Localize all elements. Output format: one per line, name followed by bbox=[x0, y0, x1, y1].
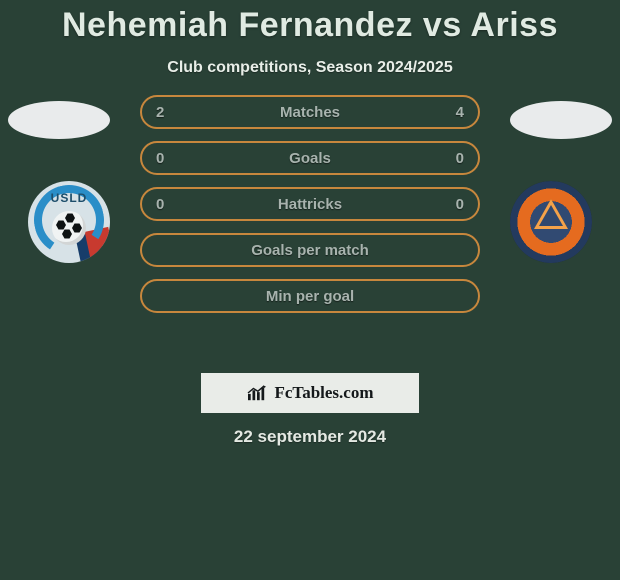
stat-label: Matches bbox=[142, 104, 478, 121]
stat-row: 0Hattricks0 bbox=[140, 187, 480, 221]
left-player-chip bbox=[8, 101, 110, 139]
right-player-chip bbox=[510, 101, 612, 139]
subtitle: Club competitions, Season 2024/2025 bbox=[0, 59, 620, 77]
comparison-stage: USLD 2Matches40Goals00Hattricks0Goals pe… bbox=[0, 95, 620, 365]
left-club-badge-label: USLD bbox=[28, 191, 110, 205]
stat-label: Goals bbox=[142, 150, 478, 167]
stat-right-value: 4 bbox=[446, 104, 464, 121]
brand-chart-icon bbox=[246, 384, 268, 402]
stat-rows: 2Matches40Goals00Hattricks0Goals per mat… bbox=[140, 95, 480, 325]
right-club-badge-graphic bbox=[510, 181, 592, 263]
stat-right-value: 0 bbox=[446, 196, 464, 213]
stat-row: 0Goals0 bbox=[140, 141, 480, 175]
stat-left-value: 0 bbox=[156, 150, 174, 167]
page-title: Nehemiah Fernandez vs Ariss bbox=[0, 0, 620, 45]
stat-row: 2Matches4 bbox=[140, 95, 480, 129]
stat-left-value: 0 bbox=[156, 196, 174, 213]
stat-label: Min per goal bbox=[142, 288, 478, 305]
brand-text: FcTables.com bbox=[274, 383, 373, 403]
stat-row: Min per goal bbox=[140, 279, 480, 313]
stat-label: Goals per match bbox=[142, 242, 478, 259]
left-club-badge-graphic: USLD bbox=[28, 181, 110, 263]
left-club-badge: USLD bbox=[28, 181, 110, 263]
date-text: 22 september 2024 bbox=[0, 427, 620, 447]
right-club-badge bbox=[510, 181, 592, 263]
stat-row: Goals per match bbox=[140, 233, 480, 267]
brand-badge: FcTables.com bbox=[201, 373, 419, 413]
stat-right-value: 0 bbox=[446, 150, 464, 167]
stat-left-value: 2 bbox=[156, 104, 174, 121]
stat-label: Hattricks bbox=[142, 196, 478, 213]
